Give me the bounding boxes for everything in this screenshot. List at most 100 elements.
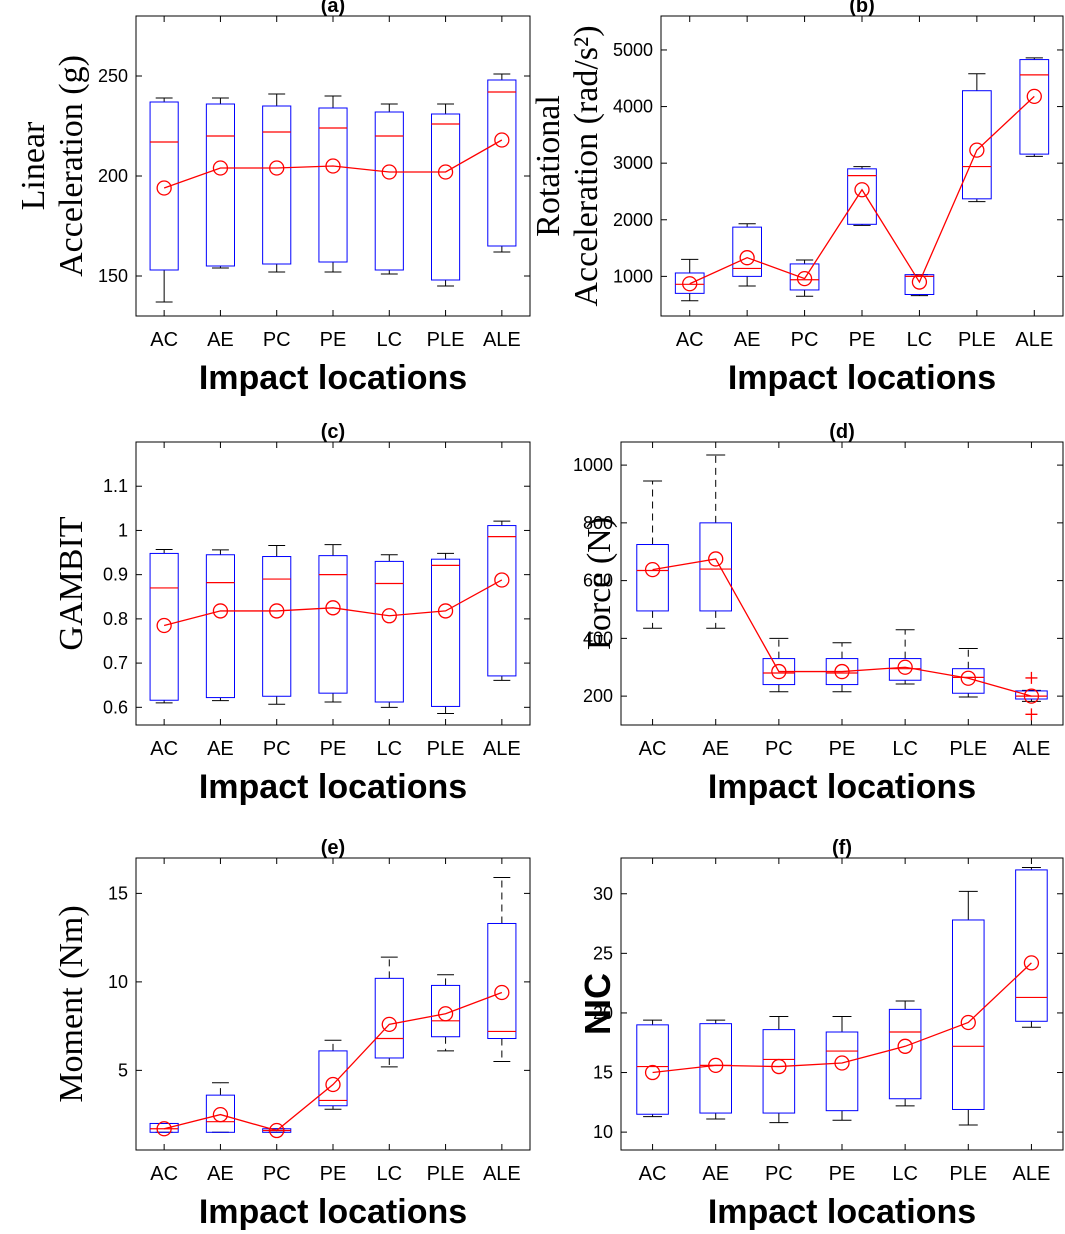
panel-c: (c) 0.6 0.7 0.8 0.9 1 1.1 AC AE PC PE LC PLE ALE Impac… <box>53 421 531 806</box>
y-tick-label: 3000 <box>613 153 653 173</box>
mean-marker <box>1023 688 1040 704</box>
box-AC <box>149 1122 179 1133</box>
box-iqr <box>205 103 236 267</box>
mean-marker <box>1026 88 1042 105</box>
y-tick-label: 2000 <box>613 210 653 230</box>
box-AE <box>205 97 236 269</box>
mean-marker <box>437 1006 454 1022</box>
box-iqr <box>636 1024 669 1115</box>
box-AE <box>699 1019 733 1120</box>
x-axis-label: Impact locations <box>728 359 996 397</box>
y-tick-label: 600 <box>583 571 613 591</box>
x-tick-label: ALE <box>1013 1163 1051 1185</box>
box-AC <box>149 548 179 704</box>
box-iqr <box>825 1031 859 1112</box>
x-tick-label: PLE <box>949 738 987 760</box>
box-PLE <box>952 890 985 1126</box>
box-iqr <box>952 919 985 1110</box>
x-axis-label: Impact locations <box>199 1193 467 1231</box>
box-iqr <box>904 274 935 295</box>
y-axis-label: GAMBIT <box>53 516 90 650</box>
y-tick-label: 1 <box>118 520 128 540</box>
mean-marker <box>739 250 755 266</box>
panels-group: (a) 150 200 250 AC AE PC PE LC PLE ALE Impact locat… <box>15 0 1064 1231</box>
box-PLE <box>431 974 461 1052</box>
mean-marker <box>771 663 787 680</box>
box-iqr <box>1015 690 1048 700</box>
x-tick-label: PE <box>829 1163 856 1185</box>
mean-marker <box>708 1057 724 1074</box>
panel-b: (b) 1000 2000 3000 4000 5000 AC AE PC PE LC PLE ALE I… <box>530 0 1064 397</box>
x-tick-label: LC <box>376 329 402 351</box>
box-PC <box>262 93 292 273</box>
x-tick-label: LC <box>376 738 402 760</box>
box-iqr <box>762 1029 796 1114</box>
x-tick-label: LC <box>376 1163 402 1185</box>
mean-marker <box>381 1016 397 1033</box>
mean-marker <box>212 1106 229 1123</box>
mean-marker <box>212 160 229 176</box>
panel-title: (c) <box>321 421 345 443</box>
box-PE <box>318 95 348 273</box>
x-tick-label: ALE <box>483 1163 521 1185</box>
x-tick-label: AC <box>639 738 667 760</box>
x-tick-label: PLE <box>958 329 996 351</box>
x-tick-label: AE <box>702 1163 729 1185</box>
panel-title: (d) <box>829 421 855 443</box>
box-iqr <box>318 555 348 694</box>
box-iqr <box>431 558 461 707</box>
x-tick-label: AE <box>207 738 234 760</box>
box-AC <box>636 480 669 629</box>
box-PE <box>825 642 859 693</box>
box-iqr <box>962 90 992 200</box>
x-tick-label: PC <box>263 738 291 760</box>
mean-marker <box>269 160 285 176</box>
y-tick-label: 5 <box>118 1060 128 1080</box>
mean-line <box>163 579 503 627</box>
box-ALE <box>1019 57 1050 157</box>
x-tick-label: LC <box>907 329 933 351</box>
mean-marker <box>644 561 661 578</box>
y-axis-label: NIC <box>577 973 618 1035</box>
x-tick-label: AC <box>639 1163 667 1185</box>
mean-marker <box>911 274 928 290</box>
y-tick-label: 200 <box>583 686 613 706</box>
x-tick-label: PE <box>829 738 856 760</box>
outlier-marker <box>1025 671 1038 684</box>
y-tick-label: 150 <box>98 266 128 286</box>
x-tick-label: PLE <box>427 1163 465 1185</box>
x-tick-label: AE <box>702 738 729 760</box>
y-tick-label: 10 <box>108 972 128 992</box>
box-AC <box>149 97 179 303</box>
box-PC <box>262 544 292 705</box>
box-PE <box>825 1016 859 1121</box>
y-tick-label: 250 <box>98 66 128 86</box>
box-iqr <box>699 1023 733 1114</box>
mean-marker <box>325 600 341 616</box>
mean-marker <box>494 984 510 1001</box>
box-AE <box>732 223 762 287</box>
box-iqr <box>487 525 517 677</box>
y-tick-label: 1000 <box>573 455 613 475</box>
mean-marker <box>834 663 850 680</box>
box-PE <box>318 1039 348 1110</box>
box-iqr <box>262 556 292 697</box>
x-tick-label: PC <box>765 1163 793 1185</box>
mean-marker <box>960 1014 976 1031</box>
x-axis-label: Impact locations <box>708 1193 976 1231</box>
y-axis-label: Acceleration (g) <box>53 55 90 277</box>
box-LC <box>374 103 404 275</box>
outlier-marker <box>1025 708 1038 721</box>
x-tick-label: AC <box>150 738 178 760</box>
box-iqr <box>374 977 404 1059</box>
y-tick-label: 0.6 <box>103 697 128 717</box>
x-tick-label: PE <box>320 738 347 760</box>
box-AE <box>699 454 733 629</box>
mean-line <box>163 991 503 1132</box>
mean-marker <box>960 670 976 686</box>
panel-title: (b) <box>849 0 875 17</box>
mean-marker <box>682 276 698 292</box>
mean-marker <box>381 608 397 624</box>
plot-frame <box>660 15 1064 317</box>
mean-marker <box>269 603 285 619</box>
